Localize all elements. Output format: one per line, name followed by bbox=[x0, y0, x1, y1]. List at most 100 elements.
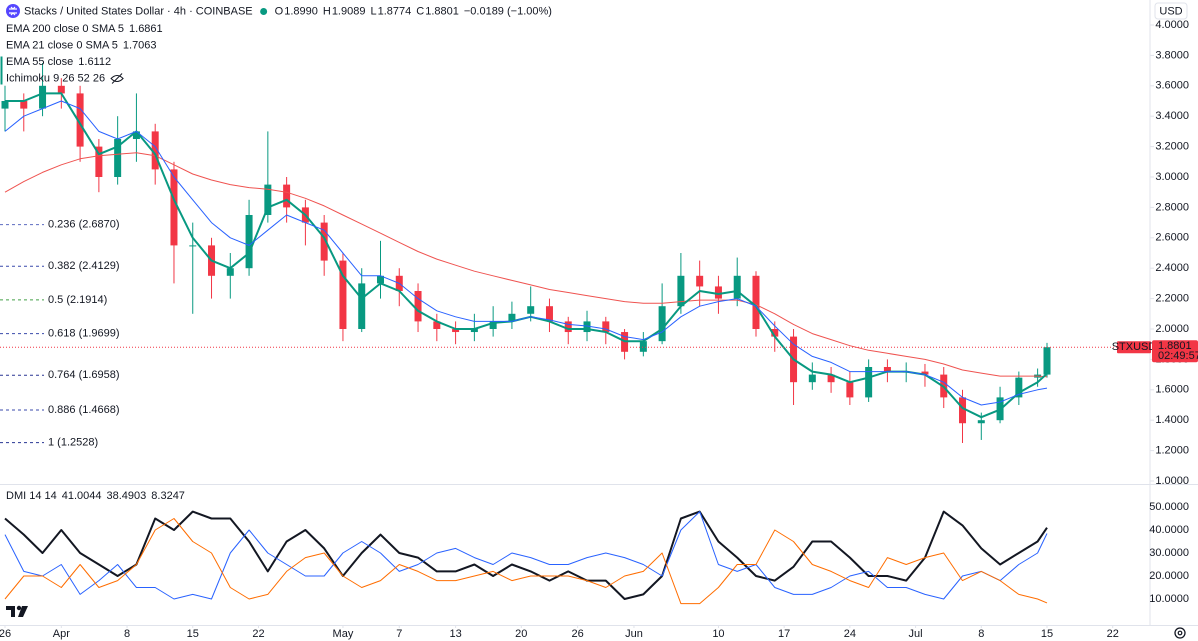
y-tick-label: 3.2000 bbox=[1155, 141, 1189, 153]
ohlc-value: 1.8774 bbox=[378, 5, 412, 17]
y-tick-label: 4.0000 bbox=[1155, 19, 1189, 31]
candle-body bbox=[602, 321, 610, 333]
candle-body bbox=[226, 268, 234, 276]
indicator-line bbox=[4, 518, 1048, 605]
y-tick-label: 3.6000 bbox=[1155, 80, 1189, 92]
fib-label: 0.5 (2.1914) bbox=[48, 294, 107, 306]
x-tick-label: 24 bbox=[844, 628, 856, 640]
symbol-logo bbox=[6, 4, 20, 18]
y-tick-label: 30.0000 bbox=[1149, 547, 1189, 559]
candle-body bbox=[1, 101, 9, 109]
legend-name: EMA 21 close 0 SMA 5 bbox=[6, 39, 118, 51]
pane-title: DMI 14 14 bbox=[6, 490, 57, 502]
candle-body bbox=[376, 275, 384, 284]
candle-body bbox=[977, 420, 985, 424]
candle-body bbox=[527, 306, 535, 314]
x-tick-label: Jul bbox=[909, 628, 923, 640]
x-tick-label: 10 bbox=[712, 628, 724, 640]
x-tick-label: 22 bbox=[1107, 628, 1119, 640]
y-tick-label: 2.8000 bbox=[1155, 201, 1189, 213]
fib-label: 0.618 (1.9699) bbox=[48, 327, 120, 339]
candle-body bbox=[846, 382, 854, 398]
legend-value: 38.4903 bbox=[107, 490, 147, 502]
candle-body bbox=[76, 93, 84, 147]
x-tick-label: 17 bbox=[778, 628, 790, 640]
candle-body bbox=[921, 371, 929, 375]
x-tick-label: 15 bbox=[187, 628, 199, 640]
y-tick-label: 3.8000 bbox=[1155, 49, 1189, 61]
legend-name: EMA 200 close 0 SMA 5 bbox=[6, 23, 124, 35]
x-tick-label: Jun bbox=[625, 628, 643, 640]
indicator-line bbox=[4, 152, 1048, 378]
y-tick-label: 20.0000 bbox=[1149, 570, 1189, 582]
settings-icon[interactable] bbox=[1174, 627, 1186, 639]
candle-body bbox=[658, 306, 666, 342]
fib-label: 0.382 (2.4129) bbox=[48, 260, 120, 272]
candle-body bbox=[39, 85, 47, 109]
visibility-icon[interactable] bbox=[110, 73, 124, 84]
candle-body bbox=[470, 328, 478, 333]
candle-body bbox=[677, 275, 685, 307]
price-box bbox=[1152, 340, 1198, 363]
ohlc-key: O bbox=[275, 5, 284, 17]
legend-value: 1.7063 bbox=[123, 39, 157, 51]
candle-body bbox=[827, 374, 835, 383]
indicator-line bbox=[4, 511, 1048, 600]
y-tick-label: 2.4000 bbox=[1155, 262, 1189, 274]
symbol-label: STXUSD bbox=[1112, 341, 1157, 353]
x-tick-label: Apr bbox=[53, 628, 70, 640]
candle-body bbox=[883, 366, 891, 372]
x-tick-label: 8 bbox=[978, 628, 984, 640]
candle-body bbox=[114, 139, 122, 178]
tradingview-logo bbox=[6, 605, 28, 617]
x-tick-label: 8 bbox=[124, 628, 130, 640]
candle-body bbox=[414, 290, 422, 322]
candle-body bbox=[339, 260, 347, 329]
candle-body bbox=[132, 131, 140, 140]
x-tick-label: 26 bbox=[572, 628, 584, 640]
market-status bbox=[260, 8, 268, 15]
y-tick-label: 40.0000 bbox=[1149, 524, 1189, 536]
symbol-box bbox=[1117, 341, 1151, 354]
y-tick-label: 50.0000 bbox=[1149, 501, 1189, 513]
currency-box[interactable] bbox=[1154, 2, 1188, 20]
candle-body bbox=[320, 222, 328, 261]
price-label: 1.8801 bbox=[1158, 340, 1192, 352]
x-tick-label: 15 bbox=[1041, 628, 1053, 640]
ohlc-key: H bbox=[323, 5, 331, 17]
x-tick-label: 20 bbox=[515, 628, 527, 640]
fib-label: 1 (1.2528) bbox=[48, 436, 98, 448]
candle-body bbox=[358, 283, 366, 329]
x-tick-label: 13 bbox=[449, 628, 461, 640]
y-tick-label: 2.6000 bbox=[1155, 232, 1189, 244]
legend-value: 1.6861 bbox=[129, 23, 163, 35]
candle-body bbox=[95, 146, 103, 178]
ohlc-key: C bbox=[416, 5, 424, 17]
candle-body bbox=[20, 101, 28, 109]
candle-body bbox=[865, 366, 873, 398]
indicator-line bbox=[4, 510, 1048, 600]
change-label: −0.0189 (−1.00%) bbox=[464, 5, 552, 17]
ohlc-value: 1.8990 bbox=[284, 5, 318, 17]
x-tick-label: 26 bbox=[0, 628, 11, 640]
y-tick-label: 1.2000 bbox=[1155, 445, 1189, 457]
indicator-line bbox=[4, 100, 1048, 406]
fib-label: 0.764 (1.6958) bbox=[48, 369, 120, 381]
ohlc-key: L bbox=[370, 5, 376, 17]
candle-body bbox=[1043, 347, 1051, 375]
x-tick-label: 7 bbox=[396, 628, 402, 640]
y-tick-label: 3.0000 bbox=[1155, 171, 1189, 183]
candle-body bbox=[564, 321, 572, 333]
candle-body bbox=[283, 184, 291, 208]
candle-body bbox=[170, 169, 178, 246]
x-tick-label: 22 bbox=[252, 628, 264, 640]
candle-body bbox=[189, 245, 197, 247]
candle-body bbox=[959, 397, 967, 424]
candle-body bbox=[508, 313, 516, 322]
candle-body bbox=[433, 321, 441, 329]
y-tick-label: 2.0000 bbox=[1155, 323, 1189, 335]
y-tick-label: 3.4000 bbox=[1155, 110, 1189, 122]
legend-value: 8.3247 bbox=[151, 490, 185, 502]
candle-body bbox=[151, 131, 159, 170]
